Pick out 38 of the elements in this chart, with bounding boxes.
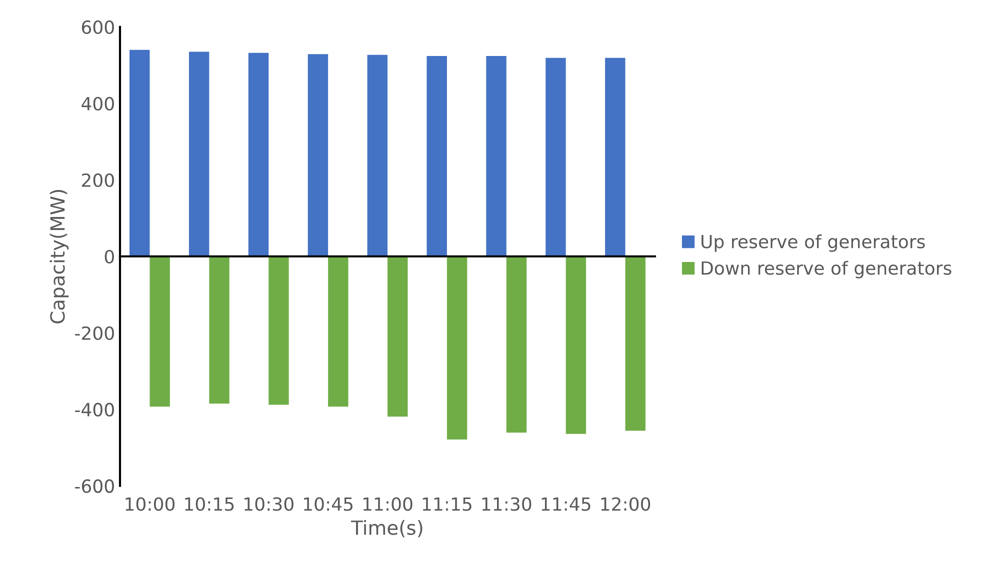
bar <box>328 256 348 407</box>
y-tick-label: 200 <box>82 173 114 188</box>
x-tick-label: 10:45 <box>304 497 352 511</box>
y-axis-title: Capacity(MW) <box>50 190 69 324</box>
x-tick-label: 11:45 <box>542 497 590 511</box>
bar <box>625 256 646 431</box>
y-tick-label: -200 <box>75 326 114 340</box>
bar <box>426 56 447 256</box>
bar <box>546 58 566 256</box>
bar <box>130 50 150 256</box>
y-tick-label: 400 <box>82 96 114 111</box>
bar <box>248 52 269 256</box>
bar <box>209 256 230 404</box>
y-tick-label: -400 <box>75 402 114 416</box>
x-tick-label: 11:30 <box>482 497 532 511</box>
bar <box>486 56 506 256</box>
x-tick-label: 11:00 <box>363 497 412 511</box>
bar <box>268 256 289 405</box>
bar <box>446 256 468 440</box>
bar <box>150 256 170 407</box>
x-tick-label: 10:15 <box>185 497 234 511</box>
y-tick-label: 600 <box>82 20 114 34</box>
legend-label: Up reserve of generators <box>702 234 925 252</box>
bar <box>388 256 408 417</box>
y-tick-label: 0 <box>104 250 114 264</box>
x-tick-label: 10:00 <box>126 497 175 511</box>
x-tick-label: 11:15 <box>422 497 472 511</box>
y-tick-label: -600 <box>75 479 114 493</box>
bar <box>506 256 527 433</box>
x-tick-label: 10:30 <box>244 497 294 511</box>
bar <box>308 54 328 256</box>
bar <box>605 58 626 256</box>
bar <box>566 256 586 434</box>
x-axis-title: Time(s) <box>351 520 422 538</box>
x-tick-label: 12:00 <box>601 497 650 511</box>
bar <box>367 54 388 256</box>
legend-label: Down reserve of generators <box>702 260 952 278</box>
bar <box>188 52 210 256</box>
